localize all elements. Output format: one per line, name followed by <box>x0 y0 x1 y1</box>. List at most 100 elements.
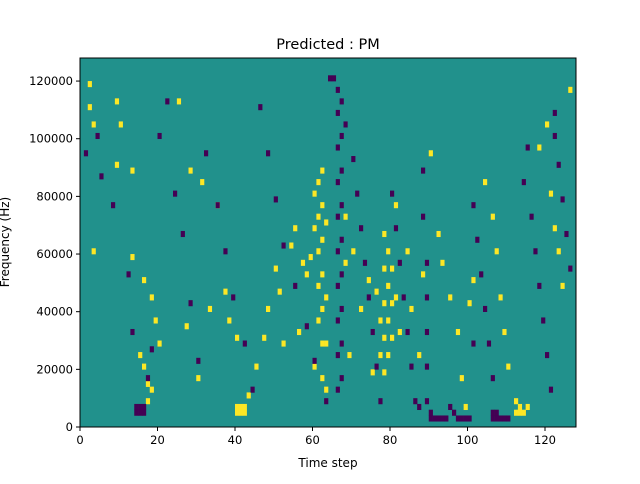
heatmap-cell-high <box>91 248 96 255</box>
heatmap-cell-low <box>126 271 131 278</box>
heatmap-cell-low <box>142 409 147 416</box>
heatmap-cell-high <box>366 277 371 284</box>
heatmap-cell-high <box>386 317 391 324</box>
heatmap-cell-high <box>502 328 507 336</box>
heatmap-cell-low <box>409 363 414 370</box>
heatmap-cell-high <box>227 317 232 324</box>
heatmap-cell-low <box>339 271 344 278</box>
heatmap-cell-low <box>444 415 449 422</box>
heatmap-cell-high <box>176 98 182 105</box>
heatmap-cell-low <box>83 150 89 157</box>
heatmap-cell-low <box>455 415 461 422</box>
heatmap-cell-low <box>506 415 511 422</box>
heatmap-cell-high <box>145 380 151 387</box>
heatmap-cell-high <box>293 225 298 232</box>
heatmap-cell-high <box>521 409 526 416</box>
heatmap-cell-low <box>479 271 484 278</box>
heatmap-cell-high <box>157 340 162 347</box>
heatmap-cell-low <box>204 150 209 157</box>
heatmap-cell-low <box>339 98 344 105</box>
heatmap-cell-low <box>165 98 170 105</box>
y-tick-label: 20000 <box>36 362 73 376</box>
heatmap-cell-high <box>514 398 519 405</box>
heatmap-cell-low <box>378 398 383 405</box>
heatmap-cell-high <box>390 265 395 272</box>
x-tick-label: 80 <box>383 433 398 447</box>
heatmap-cell-low <box>335 144 340 151</box>
heatmap-cell-low <box>339 132 344 140</box>
heatmap-cell-low <box>568 265 573 272</box>
heatmap-cell-high <box>386 352 391 359</box>
heatmap-cell-low <box>366 294 371 301</box>
heatmap-cell-low <box>339 202 344 209</box>
x-tick-label: 20 <box>150 433 165 447</box>
heatmap-cell-high <box>149 386 154 393</box>
heatmap-cell-high <box>556 248 561 255</box>
chart-title: Predicted : PM <box>276 37 379 53</box>
heatmap-cell-low <box>281 242 286 249</box>
heatmap-cell-high <box>238 403 244 411</box>
heatmap-cell-low <box>370 328 375 336</box>
heatmap-cell-high <box>343 213 348 220</box>
heatmap-cell-high <box>200 179 205 186</box>
x-tick-label: 100 <box>457 433 479 447</box>
heatmap-cell-low <box>266 150 271 157</box>
heatmap-cell-high <box>184 323 189 330</box>
heatmap-cell-low <box>335 109 340 116</box>
heatmap-cell-high <box>393 202 399 209</box>
heatmap-cell-high <box>324 294 329 301</box>
x-tick-label: 40 <box>228 433 243 447</box>
heatmap-cell-low <box>417 403 422 411</box>
heatmap-cell-low <box>335 213 340 220</box>
heatmap-cell-low <box>196 357 201 364</box>
heatmap-cell-low <box>490 409 495 416</box>
heatmap-cell-high <box>405 248 410 255</box>
heatmap-cell-low <box>424 398 430 405</box>
heatmap-cell-low <box>335 386 340 393</box>
heatmap-cell-high <box>370 369 375 376</box>
heatmap-cell-high <box>324 386 329 393</box>
heatmap-cell-low <box>502 415 507 422</box>
heatmap-cell-low <box>339 305 344 312</box>
heatmap-cell-high <box>393 294 399 301</box>
heatmap-cell-low <box>552 109 557 116</box>
heatmap-cell-low <box>397 259 402 266</box>
heatmap-cell-low <box>335 179 340 186</box>
heatmap-cell-low <box>138 403 143 411</box>
heatmap-cell-high <box>320 236 325 243</box>
heatmap-cell-high <box>390 300 395 307</box>
heatmap-cell-low <box>428 409 433 416</box>
heatmap-cell-high <box>560 282 565 289</box>
heatmap-cell-low <box>293 282 298 289</box>
heatmap-cell-high <box>471 277 476 284</box>
heatmap-cell-high <box>316 213 321 220</box>
plot-background <box>80 58 576 427</box>
x-tick-label: 120 <box>534 433 556 447</box>
x-tick-label: 0 <box>76 433 83 447</box>
heatmap-cell-high <box>142 363 147 370</box>
heatmap-cell-high <box>545 121 550 128</box>
heatmap-cell-low <box>483 305 488 312</box>
heatmap-cell-low <box>134 403 139 411</box>
heatmap-cell-high <box>289 242 294 249</box>
heatmap-cell-high <box>142 277 147 284</box>
heatmap-cell-low <box>413 398 418 405</box>
heatmap-cell-high <box>277 288 282 295</box>
heatmap-cell-low <box>304 323 309 330</box>
heatmap-cell-high <box>273 265 278 272</box>
heatmap-cell-low <box>188 300 193 307</box>
x-axis: 0 20 40 60 80 100 120 <box>76 427 556 447</box>
heatmap-cell-low <box>223 248 228 255</box>
heatmap-cell-low <box>142 403 147 411</box>
heatmap-cell-high <box>320 375 325 382</box>
heatmap-cell-high <box>428 150 433 157</box>
heatmap-cell-high <box>281 340 286 347</box>
heatmap-cell-high <box>351 248 356 255</box>
heatmap-cell-low <box>424 363 430 370</box>
heatmap-cell-low <box>421 213 426 220</box>
heatmap-cell-low <box>95 132 100 140</box>
heatmap-cell-low <box>339 340 344 347</box>
heatmap-cell-high <box>525 403 530 411</box>
heatmap-cell-high <box>417 352 422 359</box>
